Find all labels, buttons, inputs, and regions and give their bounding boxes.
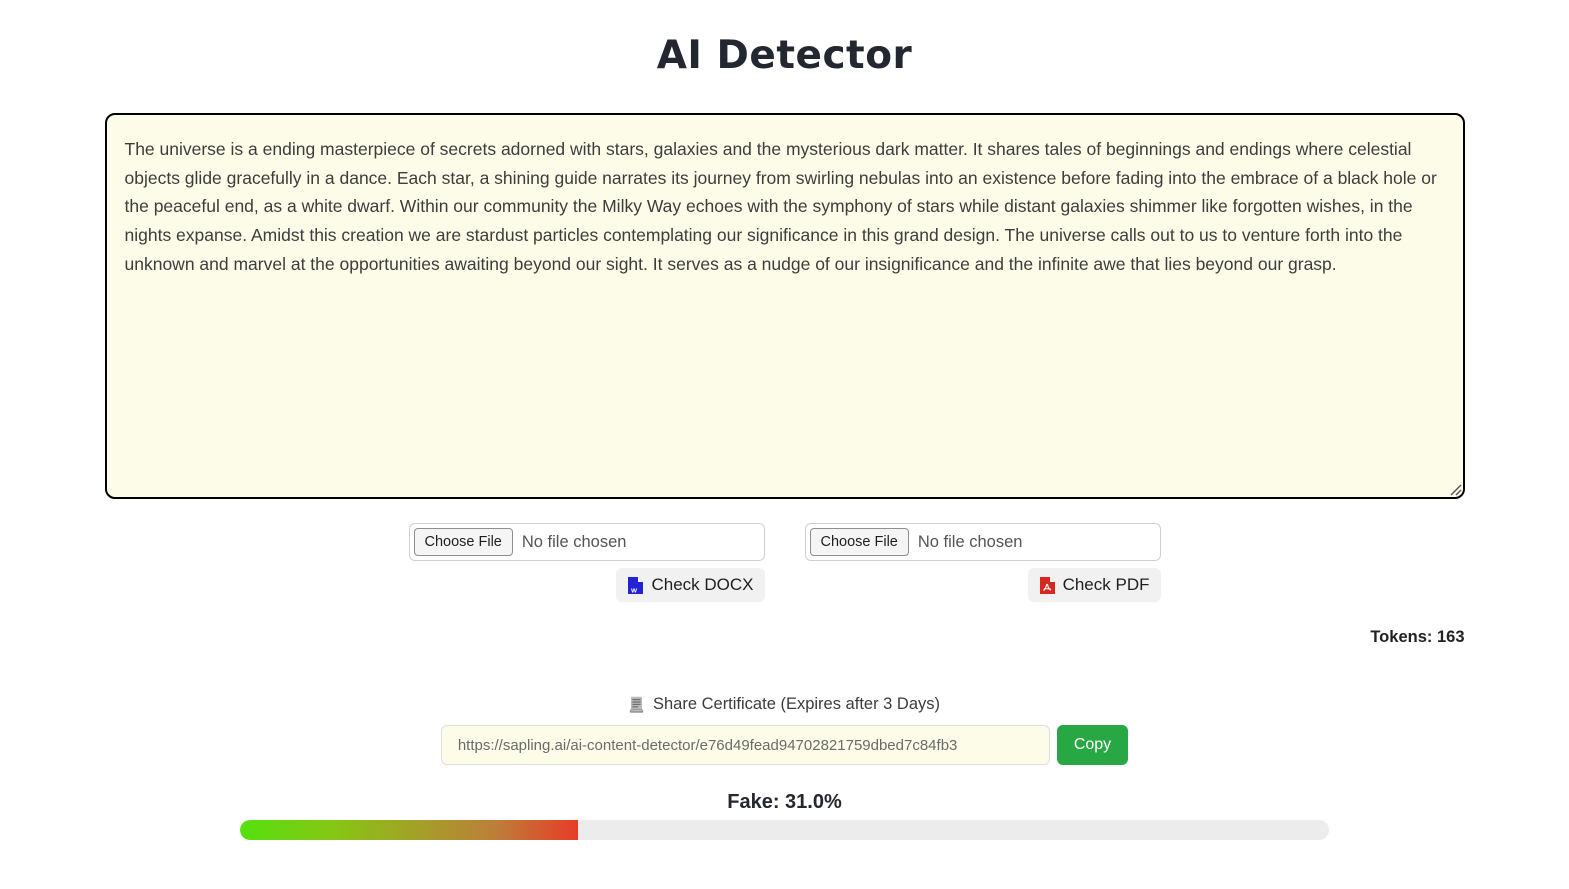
docx-upload-group: Choose File No file chosen w Check DOCX [408, 523, 765, 602]
page-title: AI Detector [656, 33, 913, 78]
share-section: Share Certificate (Expires after 3 Days)… [0, 695, 1569, 765]
detector-text-container: The universe is a ending masterpiece of … [104, 113, 1465, 499]
detector-text-input[interactable]: The universe is a ending masterpiece of … [104, 113, 1465, 499]
check-docx-button[interactable]: w Check DOCX [616, 568, 765, 602]
check-pdf-button[interactable]: Check PDF [1027, 568, 1161, 602]
upload-row: Choose File No file chosen w Check DOCX … [0, 523, 1569, 602]
check-docx-label: Check DOCX [651, 575, 754, 594]
gauge-fill [240, 820, 578, 840]
tokens-label: Tokens: [1370, 628, 1433, 646]
tokens-value: 163 [1436, 628, 1465, 646]
word-file-icon: w [627, 576, 644, 595]
docx-choose-file-button[interactable]: Choose File [413, 528, 513, 556]
copy-url-button[interactable]: Copy [1056, 725, 1129, 765]
share-heading-text: Share Certificate (Expires after 3 Days) [652, 695, 941, 713]
pdf-file-input[interactable]: Choose File No file chosen [804, 523, 1161, 561]
svg-text:w: w [631, 585, 638, 594]
pdf-choose-file-button[interactable]: Choose File [809, 528, 909, 556]
fake-score-gauge-track [240, 820, 1329, 840]
docx-file-status: No file chosen [521, 532, 627, 551]
pdf-file-status: No file chosen [917, 532, 1023, 551]
scroll-certificate-icon [629, 696, 644, 714]
pdf-upload-group: Choose File No file chosen Check PDF [804, 523, 1161, 602]
pdf-file-icon [1039, 576, 1056, 595]
docx-file-input[interactable]: Choose File No file chosen [408, 523, 765, 561]
share-url-row: Copy [0, 725, 1569, 765]
tokens-count: Tokens: 163 [105, 628, 1465, 647]
certificate-url-input[interactable] [440, 725, 1050, 765]
check-pdf-label: Check PDF [1062, 575, 1150, 594]
fake-score-label: Fake: 31.0% [727, 791, 842, 813]
share-heading: Share Certificate (Expires after 3 Days) [0, 695, 1569, 714]
